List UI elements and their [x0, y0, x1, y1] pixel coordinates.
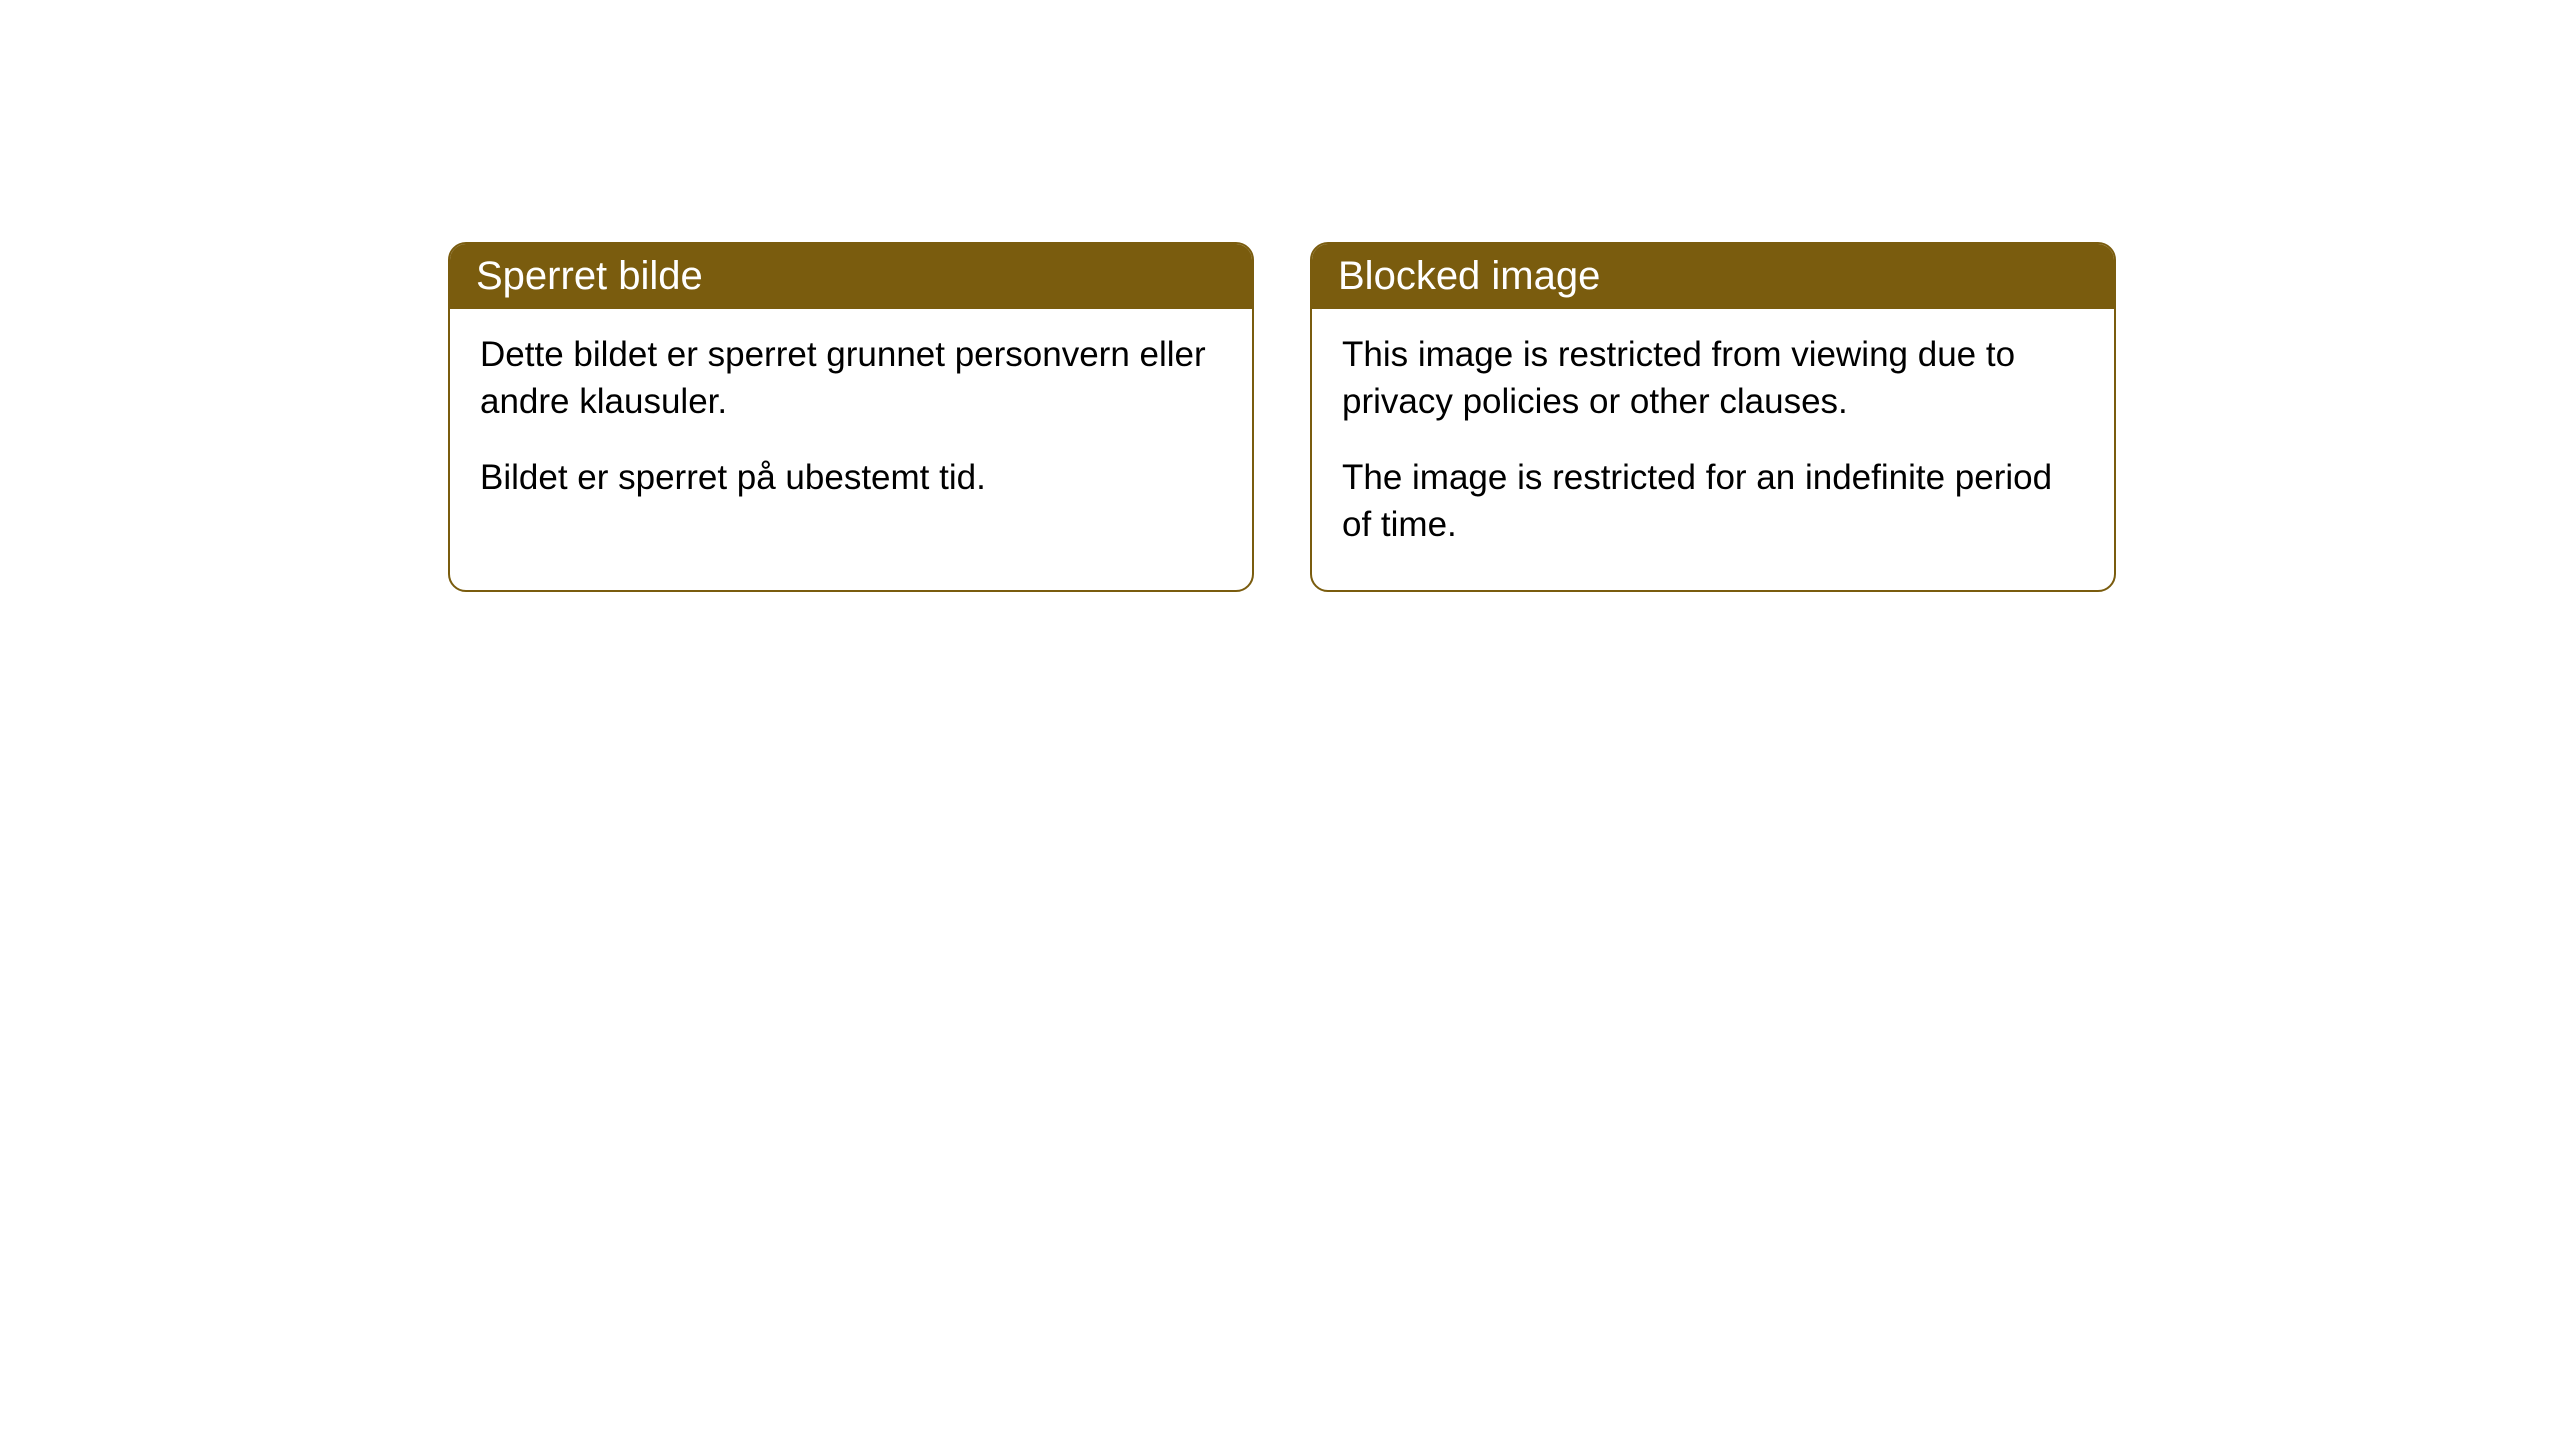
blocked-image-card-no: Sperret bilde Dette bildet er sperret gr… — [448, 242, 1254, 592]
card-text-line1: Dette bildet er sperret grunnet personve… — [480, 331, 1222, 426]
card-text-line1: This image is restricted from viewing du… — [1342, 331, 2084, 426]
card-text-line2: The image is restricted for an indefinit… — [1342, 454, 2084, 549]
card-body-no: Dette bildet er sperret grunnet personve… — [450, 309, 1252, 543]
card-text-line2: Bildet er sperret på ubestemt tid. — [480, 454, 1222, 501]
notice-cards-container: Sperret bilde Dette bildet er sperret gr… — [448, 242, 2116, 592]
blocked-image-card-en: Blocked image This image is restricted f… — [1310, 242, 2116, 592]
card-title: Sperret bilde — [476, 254, 703, 298]
card-header-en: Blocked image — [1312, 244, 2114, 309]
card-header-no: Sperret bilde — [450, 244, 1252, 309]
card-body-en: This image is restricted from viewing du… — [1312, 309, 2114, 590]
card-title: Blocked image — [1338, 254, 1600, 298]
